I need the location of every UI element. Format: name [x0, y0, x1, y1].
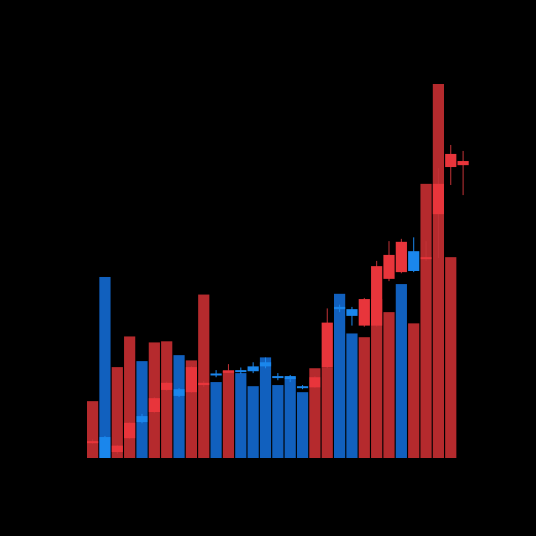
candle-body-10	[198, 382, 210, 386]
candle-15	[259, 357, 272, 369]
bar-13	[235, 373, 247, 458]
candle-18	[296, 385, 309, 390]
candle-body-11	[210, 373, 222, 376]
candle-body-12	[222, 370, 235, 373]
candle-body-28	[420, 257, 432, 260]
bar-19	[309, 368, 321, 458]
candle-16	[272, 373, 284, 381]
candle-body-1	[87, 441, 99, 444]
candle-body-17	[284, 376, 296, 380]
candle-body-15	[259, 362, 272, 367]
candle-7	[161, 381, 173, 392]
bar-9	[185, 360, 197, 458]
candle-21	[334, 304, 346, 313]
candle-24	[371, 260, 383, 327]
candle-28	[420, 241, 432, 261]
candle-body-20	[321, 322, 333, 368]
candle-body-9	[185, 367, 197, 393]
bar-23	[358, 337, 370, 458]
candle-4	[124, 422, 136, 439]
bar-8	[173, 355, 185, 458]
bar-29	[432, 84, 444, 458]
candle-body-29	[432, 183, 444, 215]
bar-14	[247, 386, 259, 458]
candle-body-24	[371, 266, 383, 326]
candle-body-16	[272, 376, 284, 379]
candle-3	[111, 444, 123, 454]
bar-20	[321, 367, 333, 458]
candle-8	[173, 388, 185, 398]
bar-3	[111, 367, 123, 458]
bar-26	[395, 284, 407, 458]
candle-body-6	[148, 398, 160, 412]
bar-18	[296, 392, 309, 458]
candle-body-23	[358, 299, 370, 326]
bar-11	[210, 382, 222, 458]
candle-body-18	[296, 386, 309, 389]
candle-body-14	[247, 366, 259, 372]
candle-31	[457, 150, 469, 196]
bar-30	[445, 257, 457, 458]
candle-14	[247, 362, 259, 374]
candle-body-26	[395, 241, 407, 273]
candle-27	[408, 237, 420, 273]
candle-11	[210, 370, 222, 378]
candle-body-8	[173, 389, 185, 396]
candle-2	[99, 435, 111, 458]
bar-12	[222, 370, 235, 458]
candle-body-22	[346, 309, 358, 316]
bar-25	[383, 312, 395, 458]
candle-20	[321, 308, 333, 369]
candle-body-31	[457, 161, 469, 166]
candle-body-25	[383, 254, 395, 279]
candle-body-21	[334, 306, 346, 310]
bar-4	[124, 336, 136, 458]
candle-body-7	[161, 382, 173, 390]
bar-10	[198, 294, 210, 458]
candle-body-3	[111, 445, 123, 453]
candle-26	[395, 238, 407, 274]
candle-19	[309, 376, 321, 389]
candle-29	[432, 168, 444, 258]
candle-body-2	[99, 437, 111, 458]
candle-body-19	[309, 377, 321, 388]
bar-17	[284, 377, 296, 458]
bar-7	[161, 341, 173, 458]
candle-body-4	[124, 422, 136, 439]
candle-22	[346, 306, 358, 326]
bar-2	[99, 276, 111, 458]
candle-9	[185, 366, 197, 393]
bar-27	[408, 323, 420, 458]
bar-22	[346, 333, 358, 458]
candle-17	[284, 374, 296, 383]
candle-body-5	[136, 416, 148, 423]
bar-5	[136, 361, 148, 458]
candle-30	[445, 144, 457, 185]
candle-13	[235, 367, 247, 374]
candles-layer	[87, 144, 469, 458]
candle-6	[148, 397, 160, 414]
candle-10	[198, 380, 210, 387]
candle-body-13	[235, 370, 247, 373]
candle-body-30	[445, 153, 457, 168]
bar-16	[272, 385, 284, 458]
bars-layer	[87, 84, 457, 459]
bar-24	[371, 299, 383, 458]
candle-5	[136, 413, 148, 424]
candle-25	[383, 241, 395, 282]
bar-21	[334, 293, 346, 458]
candle-23	[358, 297, 370, 327]
candle-body-27	[408, 251, 420, 271]
bar-28	[420, 183, 432, 459]
bar-1	[87, 401, 99, 458]
candle-1	[87, 439, 99, 444]
bar-15	[259, 357, 272, 458]
candle-12	[222, 364, 235, 374]
